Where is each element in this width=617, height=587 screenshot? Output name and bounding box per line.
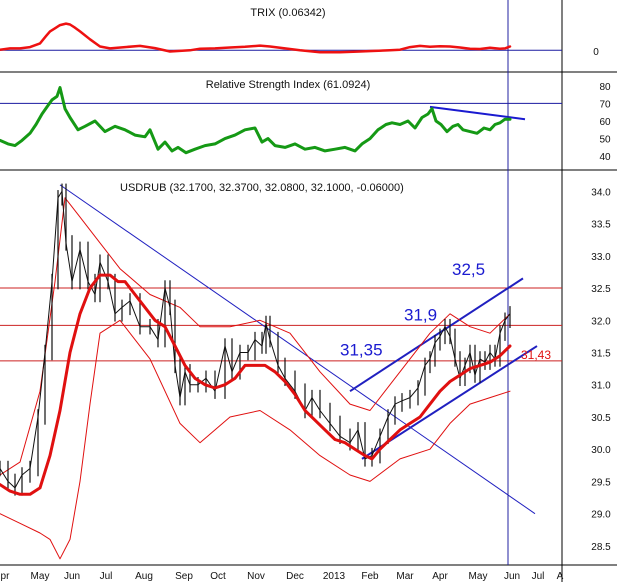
upper-band-line <box>0 197 511 476</box>
rsi-title: Relative Strength Index (61.0924) <box>206 79 371 91</box>
lower-band-line <box>0 319 511 560</box>
price-y-tick-label: 33.0 <box>591 252 611 263</box>
price-y-ticks: 28.5 29.0 29.5 30.0 30.5 31.0 31.5 32.0 … <box>591 187 611 553</box>
x-tick-label: May <box>469 571 488 582</box>
x-tick-label: Sep <box>175 571 193 582</box>
price-y-tick-label: 31.0 <box>591 381 611 392</box>
price-y-tick-label: 31.5 <box>591 349 611 360</box>
x-tick-label: Oct <box>210 571 226 582</box>
price-y-tick-label: 30.0 <box>591 445 611 456</box>
price-level-label: 31,43 <box>521 348 551 362</box>
x-tick-label: Jun <box>64 571 80 582</box>
price-y-tick-label: 32.0 <box>591 316 611 327</box>
x-tick-label: Nov <box>247 571 265 582</box>
price-y-tick-label: 33.5 <box>591 220 611 231</box>
x-tick-label: Jun <box>504 571 520 582</box>
x-axis-ticks: pr May Jun Jul Aug Sep Oct Nov Dec 2013 … <box>1 571 564 582</box>
price-line <box>0 190 511 489</box>
rsi-y-tick-label: 60 <box>599 117 611 128</box>
rsi-line <box>0 86 512 155</box>
price-title: USDRUB (32.1700, 32.3700, 32.0800, 32.10… <box>120 182 404 194</box>
rsi-y-tick-label: 70 <box>599 99 611 110</box>
trend-line <box>59 184 536 515</box>
price-level-label: 31,9 <box>404 305 437 324</box>
price-level-label: 31,35 <box>340 341 383 360</box>
x-tick-label: Feb <box>361 571 379 582</box>
price-y-tick-label: 28.5 <box>591 542 611 553</box>
trix-line <box>0 22 512 54</box>
moving-average-line <box>0 273 512 496</box>
trix-y-ticks: 0 <box>593 47 599 58</box>
trix-title: TRIX (0.06342) <box>250 7 325 19</box>
price-y-tick-label: 34.0 <box>591 187 611 198</box>
price-level-label: 32,5 <box>452 260 485 279</box>
x-tick-label: 2013 <box>323 571 346 582</box>
rsi-y-tick-label: 40 <box>599 152 611 163</box>
x-tick-label: pr <box>1 571 11 582</box>
price-y-tick-label: 30.5 <box>591 413 611 424</box>
trix-y-tick-label: 0 <box>593 47 599 58</box>
chart-series-layer: 32,5 31,9 31,35 31,43 <box>0 0 562 565</box>
x-tick-label: Jul <box>532 571 545 582</box>
x-tick-label: Aug <box>135 571 153 582</box>
trend-line <box>349 277 524 393</box>
x-tick-label: A <box>557 571 564 582</box>
x-tick-label: Apr <box>432 571 448 582</box>
x-tick-label: Mar <box>396 571 414 582</box>
price-y-tick-label: 32.5 <box>591 284 611 295</box>
rsi-y-ticks: 40 50 60 70 80 <box>599 82 611 163</box>
trend-line <box>429 105 526 121</box>
price-y-tick-label: 29.5 <box>591 477 611 488</box>
rsi-y-tick-label: 50 <box>599 135 611 146</box>
rsi-y-tick-label: 80 <box>599 82 611 93</box>
x-tick-label: Jul <box>100 571 113 582</box>
x-tick-label: May <box>31 571 50 582</box>
price-y-tick-label: 29.0 <box>591 510 611 521</box>
x-tick-label: Dec <box>286 571 304 582</box>
